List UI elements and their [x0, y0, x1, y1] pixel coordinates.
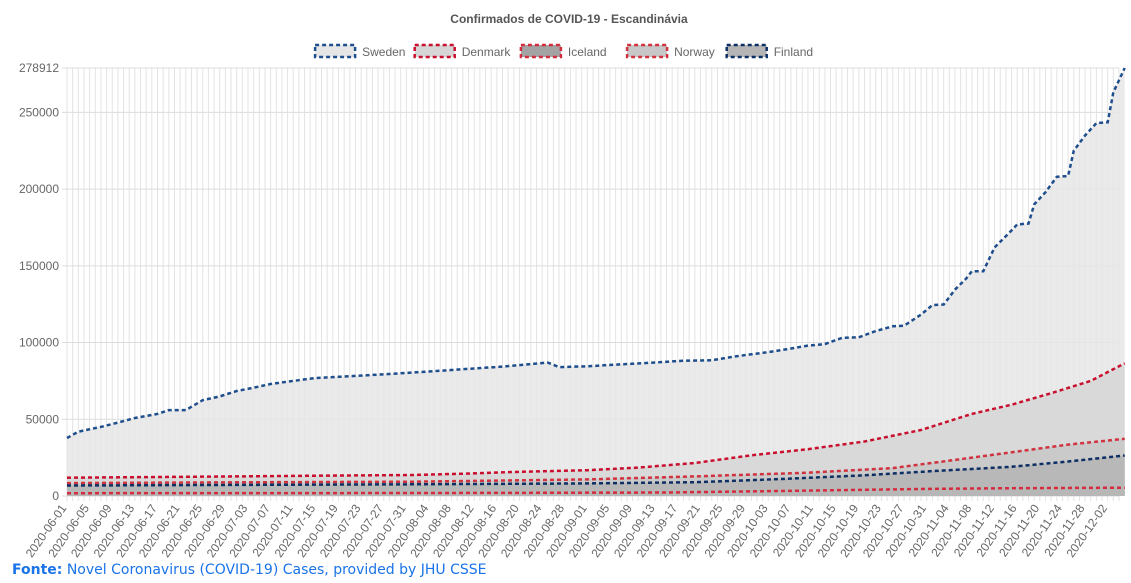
legend-item-sweden[interactable]: Sweden — [313, 43, 405, 59]
y-axis: 0 50000 100000 150000 200000 250000 278912 — [19, 61, 59, 503]
series-line-sweden — [66, 67, 1126, 440]
area-chart: Confirmados de COVID-19 - Escandinávia S… — [19, 12, 1126, 560]
legend-label-denmark: Denmark — [462, 45, 512, 59]
series-area-denmark — [67, 363, 1125, 496]
legend-item-denmark[interactable]: Denmark — [413, 43, 512, 59]
y-tick-label: 100000 — [19, 336, 59, 350]
legend-item-iceland[interactable]: Iceland — [519, 43, 607, 59]
legend-label-sweden: Sweden — [362, 45, 405, 59]
y-tick-label: 200000 — [19, 182, 59, 196]
legend-swatch-denmark — [413, 43, 456, 59]
source-link[interactable]: Novel Coronavirus (COVID-19) Cases, prov… — [66, 562, 487, 578]
legend-label-finland: Finland — [774, 45, 813, 59]
series-line-denmark — [66, 362, 1126, 479]
legend-item-norway[interactable]: Norway — [625, 43, 715, 59]
series-area-finland — [67, 455, 1125, 496]
y-tick-label: 150000 — [19, 259, 59, 273]
legend-label-norway: Norway — [674, 45, 715, 59]
source-label: Fonte: — [12, 562, 63, 578]
series-lines — [66, 67, 1126, 495]
legend-label-iceland: Iceland — [568, 45, 607, 59]
legend-swatch-sweden — [313, 43, 357, 59]
x-axis: 2020-06-012020-06-052020-06-092020-06-13… — [23, 501, 1111, 560]
legend-swatch-iceland — [519, 43, 563, 59]
series-areas — [67, 68, 1125, 496]
series-area-sweden — [67, 68, 1125, 496]
y-tick-label: 50000 — [26, 412, 60, 426]
legend-item-finland[interactable]: Finland — [725, 43, 813, 59]
chart-title: Confirmados de COVID-19 - Escandinávia — [450, 12, 688, 26]
chart-legend[interactable]: Sweden Denmark Iceland Norway Finland — [313, 43, 813, 59]
source-note: Fonte: Novel Coronavirus (COVID-19) Case… — [12, 562, 486, 578]
legend-swatch-norway — [625, 43, 669, 59]
legend-swatch-finland — [725, 43, 768, 59]
y-tick-label: 0 — [52, 489, 59, 503]
y-tick-label: 250000 — [19, 105, 59, 119]
y-tick-label: 278912 — [19, 61, 59, 75]
